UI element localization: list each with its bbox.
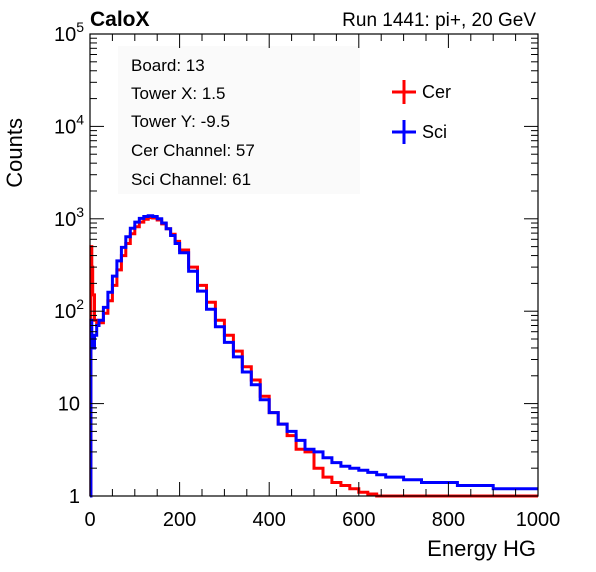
experiment-label: CaloX bbox=[90, 8, 150, 31]
y-axis-title: Counts bbox=[2, 118, 27, 188]
legend: Cer Sci bbox=[392, 80, 451, 144]
y-axis: 1 10 102 103 104 105 bbox=[54, 19, 538, 508]
x-tick-label: 200 bbox=[163, 509, 196, 531]
x-tick-label: 600 bbox=[342, 509, 375, 531]
y-tick-label: 104 bbox=[54, 111, 84, 138]
x-tick-label: 1000 bbox=[516, 509, 561, 531]
info-tower-x: Tower X: 1.5 bbox=[131, 84, 226, 103]
info-sci-channel: Sci Channel: 61 bbox=[131, 170, 251, 189]
x-tick-label: 800 bbox=[432, 509, 465, 531]
info-box-background bbox=[118, 46, 360, 194]
x-axis: 0 200 400 600 800 1000 bbox=[84, 34, 560, 531]
info-tower-y: Tower Y: -9.5 bbox=[131, 112, 230, 131]
info-board: Board: 13 bbox=[131, 56, 205, 75]
info-cer-channel: Cer Channel: 57 bbox=[131, 141, 255, 160]
series-sci-line bbox=[89, 214, 538, 498]
y-tick-label: 1 bbox=[69, 486, 80, 508]
series-layer bbox=[89, 214, 538, 498]
y-tick-label: 105 bbox=[54, 19, 84, 46]
info-box: Board: 13 Tower X: 1.5 Tower Y: -9.5 Cer… bbox=[118, 46, 360, 194]
y-tick-label: 10 bbox=[58, 394, 80, 416]
legend-label-sci: Sci bbox=[422, 122, 447, 142]
y-tick-label: 102 bbox=[54, 296, 84, 323]
series-cer-line bbox=[89, 216, 538, 498]
legend-label-cer: Cer bbox=[422, 82, 451, 102]
x-tick-label: 400 bbox=[253, 509, 286, 531]
x-axis-title: Energy HG bbox=[427, 536, 536, 561]
y-tick-label: 103 bbox=[54, 204, 84, 231]
x-tick-label: 0 bbox=[84, 509, 95, 531]
run-label: Run 1441: pi+, 20 GeV bbox=[342, 10, 536, 31]
